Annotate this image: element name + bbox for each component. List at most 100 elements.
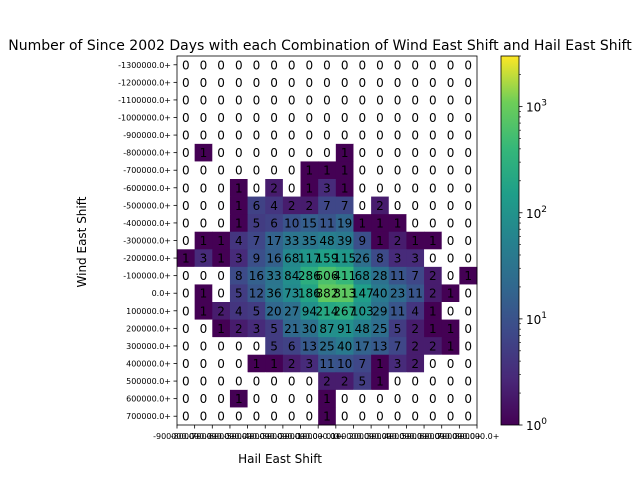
heatmap-cell — [406, 143, 425, 162]
heatmap-cell — [371, 56, 390, 74]
heatmap-cell — [194, 56, 213, 74]
cell-value-label: 0 — [217, 111, 225, 125]
cell-value-label: 0 — [235, 410, 243, 424]
cell-value-label: 0 — [217, 76, 225, 90]
cell-value-label: 1 — [394, 216, 402, 230]
heatmap-cell — [282, 319, 301, 338]
y-axis-label: Wind East Shift — [75, 196, 89, 287]
heatmap-cell — [282, 91, 301, 110]
heatmap-cell — [300, 266, 319, 285]
cell-value-label: 4 — [270, 199, 278, 213]
heatmap-cell — [212, 161, 231, 180]
heatmap-cell — [229, 284, 248, 303]
cell-value-label: 0 — [235, 339, 243, 353]
cell-value-label: 5 — [270, 339, 278, 353]
heatmap-cell — [194, 372, 213, 391]
heatmap-cell — [424, 143, 443, 162]
heatmap-cell — [177, 196, 196, 215]
cell-value-label: 0 — [217, 287, 225, 301]
heatmap-cell — [282, 108, 301, 127]
cell-value-label: 8 — [235, 269, 243, 283]
heatmap-cell — [424, 108, 443, 127]
heatmap-cell — [406, 354, 425, 373]
cell-value-label: 0 — [270, 164, 278, 178]
heatmap-cell — [335, 143, 354, 162]
heatmap-cell — [318, 266, 337, 285]
cell-value-label: 40 — [372, 287, 387, 301]
heatmap-cell — [353, 143, 372, 162]
cell-value-label: 0 — [411, 199, 419, 213]
cell-value-label: 0 — [464, 146, 472, 160]
cell-value-label: 68 — [355, 269, 370, 283]
heatmap-cell — [388, 231, 407, 250]
heatmap-cell — [212, 91, 231, 110]
cell-value-label: 0 — [464, 58, 472, 72]
heatmap-cell — [459, 337, 478, 356]
heatmap-cell — [353, 56, 372, 74]
heatmap-cell — [371, 108, 390, 127]
cell-value-label: 0 — [306, 129, 314, 143]
heatmap-cell — [247, 143, 266, 162]
heatmap-cell — [300, 196, 319, 215]
heatmap-cell — [335, 108, 354, 127]
cell-value-label: 0 — [270, 76, 278, 90]
cell-value-label: 0 — [447, 252, 455, 266]
y-tick-label: -1200000.0+ — [118, 78, 171, 87]
cell-value-label: 0 — [358, 199, 366, 213]
heatmap-cell — [424, 372, 443, 391]
cell-value-label: 0 — [182, 199, 190, 213]
cell-value-label: 0 — [288, 111, 296, 125]
colorbar-tick-label: 103 — [526, 99, 547, 115]
heatmap-cell — [424, 302, 443, 320]
heatmap-cell — [194, 284, 213, 303]
cell-value-label: 0 — [341, 129, 349, 143]
heatmap-cell — [441, 231, 460, 250]
heatmap-cell — [300, 126, 319, 145]
heatmap-cell — [459, 73, 478, 92]
cell-value-label: 0 — [394, 58, 402, 72]
cell-value-label: 0 — [200, 199, 208, 213]
cell-value-label: 0 — [464, 252, 472, 266]
heatmap-cell — [424, 73, 443, 92]
heatmap-cell — [247, 179, 266, 197]
cell-value-label: 0 — [358, 164, 366, 178]
heatmap-cell — [353, 231, 372, 250]
cell-value-label: 1 — [411, 234, 419, 248]
x-tick-label: 200000.0+ — [349, 432, 394, 441]
cell-value-label: 0 — [235, 375, 243, 389]
heatmap-cell — [353, 91, 372, 110]
heatmap-cell — [247, 56, 266, 74]
x-tick-label: 700000.0+ — [437, 432, 482, 441]
heatmap-cell — [459, 196, 478, 215]
cell-value-label: 1 — [323, 164, 331, 178]
heatmap-cell — [300, 214, 319, 233]
x-tick-label: -300000.0+ — [259, 432, 307, 441]
heatmap-cell — [318, 284, 337, 303]
x-tick-label: -400000.0+ — [241, 432, 289, 441]
heatmap-cell — [388, 108, 407, 127]
heatmap-cell — [371, 179, 390, 197]
cell-value-label: 1 — [341, 164, 349, 178]
heatmap-cell — [247, 108, 266, 127]
cell-value-label: 0 — [253, 181, 261, 195]
cell-value-label: 0 — [464, 304, 472, 318]
heatmap-cell — [371, 266, 390, 285]
heatmap-cell — [441, 143, 460, 162]
cell-value-label: 0 — [270, 392, 278, 406]
y-tick-label: -700000.0+ — [123, 166, 171, 175]
heatmap-cell — [229, 143, 248, 162]
heatmap-cell — [177, 161, 196, 180]
heatmap-cell — [406, 108, 425, 127]
heatmap-cell — [300, 319, 319, 338]
cell-value-label: 0 — [429, 392, 437, 406]
cell-value-label: 0 — [217, 181, 225, 195]
heatmap-cell — [424, 231, 443, 250]
heatmap-cell-labels: 0 0 0 0 0 0 0 0 0 0 0 0 0 0 0 0 00 0 0 0 0 0 0 0 0 0 0 0 0 0 0 0 00 0 0 0 0 0… — [182, 58, 472, 423]
heatmap-cell — [353, 372, 372, 391]
cell-value-label: 36 — [266, 287, 281, 301]
heatmap-cell — [265, 372, 284, 391]
cell-value-label: 5 — [394, 322, 402, 336]
cell-value-label: 6 — [253, 199, 261, 213]
heatmap-cell — [247, 389, 266, 408]
heatmap-cell — [247, 372, 266, 391]
